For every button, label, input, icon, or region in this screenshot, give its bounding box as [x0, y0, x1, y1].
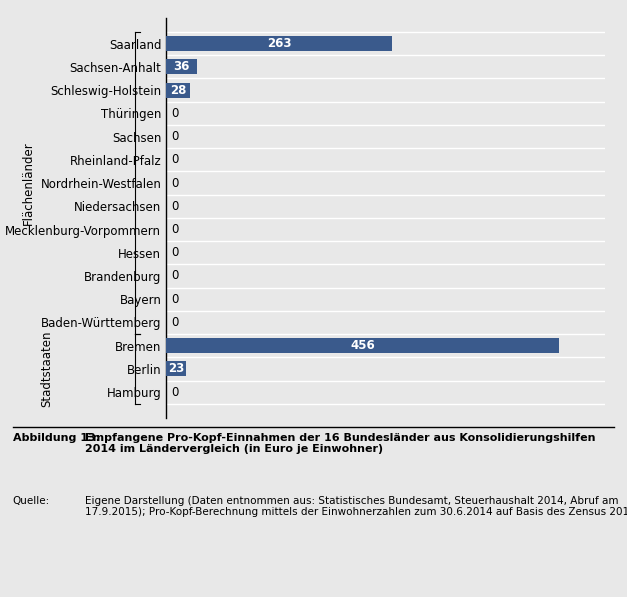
- Text: 0: 0: [171, 316, 179, 329]
- Bar: [166, 59, 197, 75]
- Text: 28: 28: [170, 84, 186, 97]
- Bar: [166, 338, 559, 353]
- Text: 23: 23: [168, 362, 184, 376]
- Text: Quelle:: Quelle:: [13, 496, 50, 506]
- Text: 0: 0: [171, 107, 179, 120]
- Text: Flächenländer: Flächenländer: [22, 141, 34, 225]
- Bar: [166, 82, 190, 98]
- Text: Eigene Darstellung (Daten entnommen aus: Statistisches Bundesamt, Steuerhaushalt: Eigene Darstellung (Daten entnommen aus:…: [85, 496, 627, 517]
- Text: 0: 0: [171, 293, 179, 306]
- Text: 0: 0: [171, 200, 179, 213]
- Text: 0: 0: [171, 130, 179, 143]
- Text: 0: 0: [171, 386, 179, 399]
- Text: 0: 0: [171, 269, 179, 282]
- Bar: [166, 361, 186, 377]
- Text: 456: 456: [350, 339, 375, 352]
- Text: 0: 0: [171, 223, 179, 236]
- Text: 0: 0: [171, 153, 179, 167]
- Text: 36: 36: [174, 60, 190, 73]
- Text: Abbildung 13:: Abbildung 13:: [13, 433, 100, 443]
- Text: 263: 263: [267, 37, 292, 50]
- Text: Stadtstaaten: Stadtstaaten: [41, 331, 53, 407]
- Text: Empfangene Pro-Kopf-Einnahmen der 16 Bundesländer aus Konsolidierungshilfen
2014: Empfangene Pro-Kopf-Einnahmen der 16 Bun…: [85, 433, 595, 454]
- Text: 0: 0: [171, 246, 179, 259]
- Text: 0: 0: [171, 177, 179, 190]
- Bar: [166, 36, 393, 51]
